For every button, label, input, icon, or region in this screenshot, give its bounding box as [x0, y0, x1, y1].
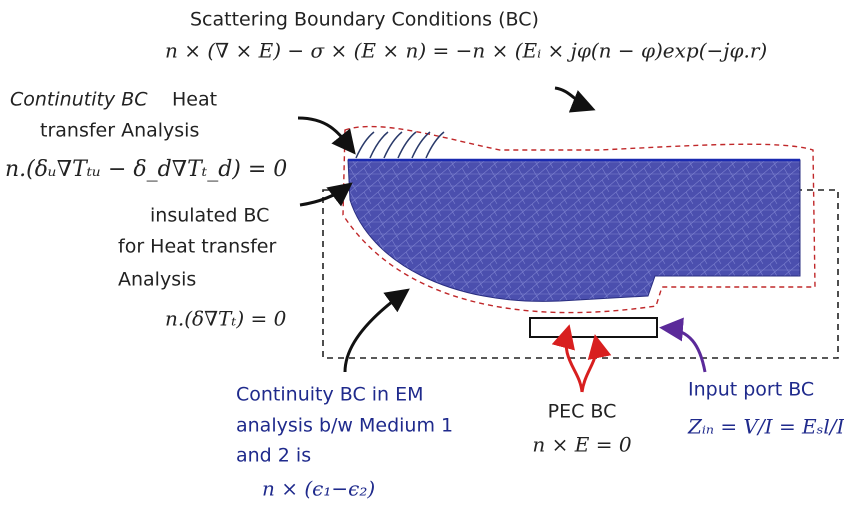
insulated-equation: n.(δ∇Tₜ) = 0: [165, 307, 287, 331]
arrow: [555, 88, 590, 108]
input-port-equation: Zᵢₙ = V/I = Eₛl/I: [687, 415, 844, 439]
continuity-heat-label: Continutity BC: [10, 89, 148, 111]
insulated-label: insulated BC: [150, 205, 269, 227]
continuity-heat-label: transfer Analysis: [40, 120, 199, 142]
insulated-label: Analysis: [118, 269, 196, 291]
scattering-title: Scattering Boundary Conditions (BC): [190, 9, 539, 31]
continuity-em-label: Continuity BC in EM: [236, 384, 424, 406]
input-port-label: Input port BC: [688, 379, 814, 401]
arrow: [566, 330, 582, 392]
arrow: [300, 186, 348, 205]
continuity-em-equation: n × (ϵ₁−ϵ₂): [262, 477, 375, 501]
pec-equation: n × E = 0: [532, 433, 631, 457]
continuity-heat-equation: n.(δᵤ∇Tₜᵤ − δ_d∇Tₜ_d) = 0: [5, 157, 287, 182]
arrow: [665, 328, 705, 372]
scattering-equation: n × (∇ × E) − σ × (E × n) = −n × (Eᵢ × j…: [165, 39, 767, 63]
continuity-heat-label: Heat: [172, 89, 217, 111]
arrow: [345, 292, 405, 372]
pec-label: PEC BC: [548, 401, 617, 423]
continuity-em-label: analysis b/w Medium 1: [236, 415, 453, 437]
continuity-em-label: and 2 is: [236, 445, 311, 467]
arrow: [582, 340, 597, 392]
diagram: Scattering Boundary Conditions (BC) n × …: [0, 0, 844, 505]
insulated-label: for Heat transfer: [118, 236, 276, 258]
port-box: [530, 318, 657, 337]
heat-flow-lines: [356, 132, 444, 158]
arrow: [298, 118, 352, 150]
